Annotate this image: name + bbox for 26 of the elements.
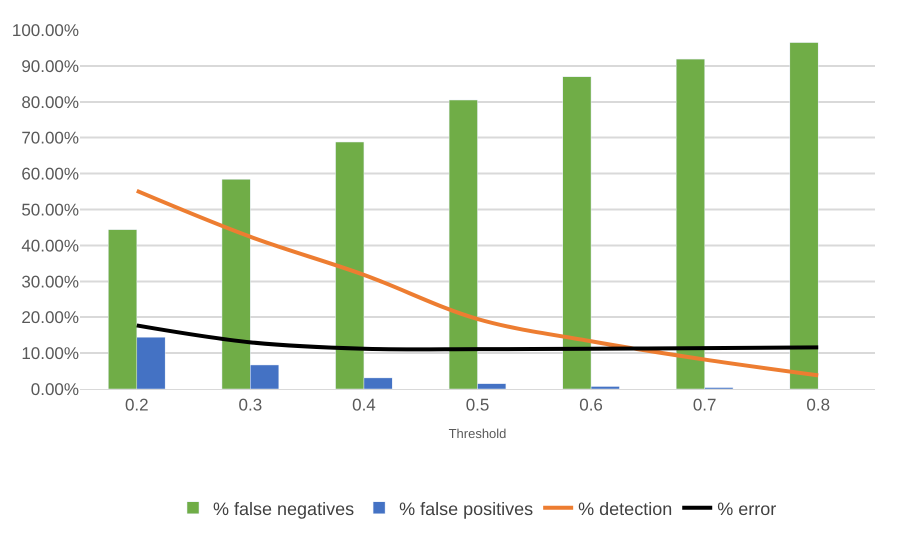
line-series: [134, 323, 820, 352]
y-tick-label: 0.00%: [30, 380, 79, 399]
legend-label: % false positives: [399, 498, 534, 519]
x-tick-label: 0.4: [352, 395, 376, 414]
x-tick-label: 0.5: [466, 395, 490, 414]
legend-label: % error: [717, 498, 776, 519]
y-tick-label: 40.00%: [21, 236, 79, 256]
legend-label: % detection: [578, 498, 672, 519]
y-tick-label: 10.00%: [21, 344, 79, 364]
y-tick-label: 90.00%: [21, 56, 79, 76]
bar: [790, 42, 818, 389]
y-tick-label: 20.00%: [21, 308, 79, 328]
y-tick-label: 100.00%: [12, 20, 79, 40]
x-axis-title: Threshold: [448, 426, 506, 441]
x-tick-label: 0.8: [806, 395, 830, 414]
line-series: [134, 188, 820, 378]
y-tick-label: 70.00%: [21, 128, 79, 148]
x-tick-label: 0.2: [124, 395, 149, 414]
legend-label: % false negatives: [213, 498, 354, 519]
y-tick-label: 80.00%: [21, 92, 79, 112]
y-tick-label: 60.00%: [21, 164, 79, 184]
y-tick-label: 50.00%: [21, 200, 79, 220]
x-tick-label: 0.6: [579, 395, 603, 414]
x-tick-label: 0.3: [238, 395, 262, 414]
x-tick-label: 0.7: [692, 395, 716, 414]
y-tick-label: 30.00%: [21, 272, 79, 292]
